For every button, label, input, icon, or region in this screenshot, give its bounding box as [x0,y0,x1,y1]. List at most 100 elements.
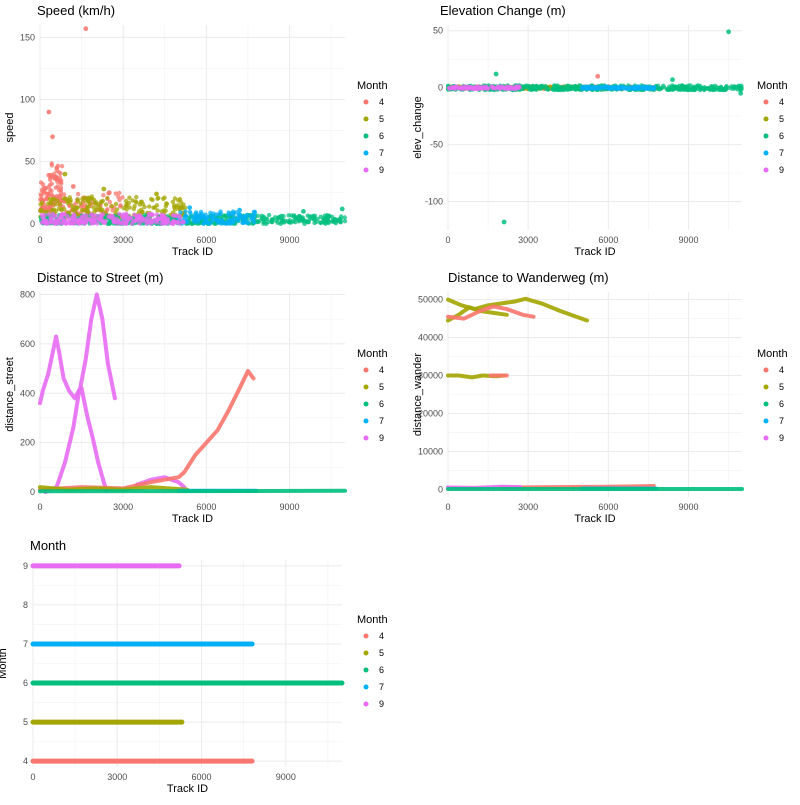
data-point [101,193,106,198]
data-point [58,221,64,226]
legend-key [363,150,369,156]
data-point [154,212,159,217]
outlier-point [62,171,68,177]
data-point [250,217,255,222]
data-point [172,196,178,201]
data-point [49,192,54,197]
y-tick-label: -100 [425,197,443,207]
data-point [212,216,217,221]
data-point [259,213,264,218]
data-point [342,218,348,224]
data-point [163,220,169,225]
data-point [216,220,221,225]
data-point [56,217,61,223]
data-point [602,84,607,89]
data-point [697,83,703,89]
x-tick-label: 6000 [196,235,216,245]
y-tick-label: 200 [20,438,35,448]
data-point [92,209,97,214]
data-point [201,215,207,220]
outlier-point [50,134,55,140]
y-tick-label: 0 [438,484,443,494]
data-point [163,204,168,209]
series-month-9 [39,211,186,226]
data-point [101,220,106,225]
x-tick-label: 3000 [107,772,127,782]
data-point [592,85,597,91]
x-tick-label: 6000 [598,502,618,512]
data-point [53,185,58,190]
legend-key [363,116,369,122]
data-point [318,220,323,225]
x-tick-label: 0 [30,772,35,782]
data-point [71,212,77,217]
data-point [502,85,507,91]
data-point [609,86,614,91]
legend-key [363,133,369,139]
data-point [208,210,213,215]
data-point [565,83,570,88]
data-point [145,219,150,225]
data-point [672,84,677,90]
data-point [100,207,105,212]
gridlines [447,292,742,497]
legend-label: 5 [379,114,384,124]
y-axis-label: distance_wander [412,353,424,437]
y-tick-label: 40000 [418,333,443,343]
legend-label: 4 [379,631,384,641]
data-point [694,86,700,92]
outlier-point [501,219,507,225]
data-point [463,84,468,90]
x-tick-label: 3000 [113,502,133,512]
data-point [131,206,136,212]
legend-title: Month [357,614,388,626]
data-point [134,200,139,205]
data-point [103,202,109,207]
series-month-7 [176,205,257,226]
data-point [54,168,59,173]
data-point [261,219,266,224]
data-layer [445,29,744,225]
y-tick-label: 4 [23,756,28,766]
data-point [584,85,590,90]
data-point [640,86,646,91]
gridlines [39,292,345,497]
data-point [38,197,43,202]
data-point [573,83,578,89]
data-point [161,196,166,201]
data-point [44,218,49,224]
data-point [56,187,62,193]
legend-key [363,418,369,424]
y-tick-label: 600 [20,339,35,349]
legend: Month 4 5 6 7 9 [357,614,388,709]
x-tick-label: 3000 [518,235,538,245]
data-point [124,221,129,226]
series-month-5 [446,296,589,380]
data-point [96,202,101,207]
data-point [70,207,76,213]
legend-title: Month [357,348,388,360]
data-point [237,212,242,217]
data-point [120,195,125,200]
data-point [306,220,311,225]
data-point [279,220,285,225]
data-point [665,87,670,92]
data-point [719,85,724,90]
data-point [219,217,224,223]
data-point [53,213,58,218]
data-point [61,218,67,224]
data-point [195,217,201,222]
data-point [48,177,53,182]
data-point [156,195,161,201]
outlier-point [493,71,499,77]
data-point [38,192,43,197]
data-point [147,204,152,209]
data-point [170,213,175,218]
panel-title: Month [30,538,66,553]
x-tick-label: 0 [37,502,42,512]
data-point [98,213,103,218]
data-point [42,213,47,218]
data-point [631,85,636,91]
data-point [273,215,278,220]
y-tick-label: 0 [438,83,443,93]
